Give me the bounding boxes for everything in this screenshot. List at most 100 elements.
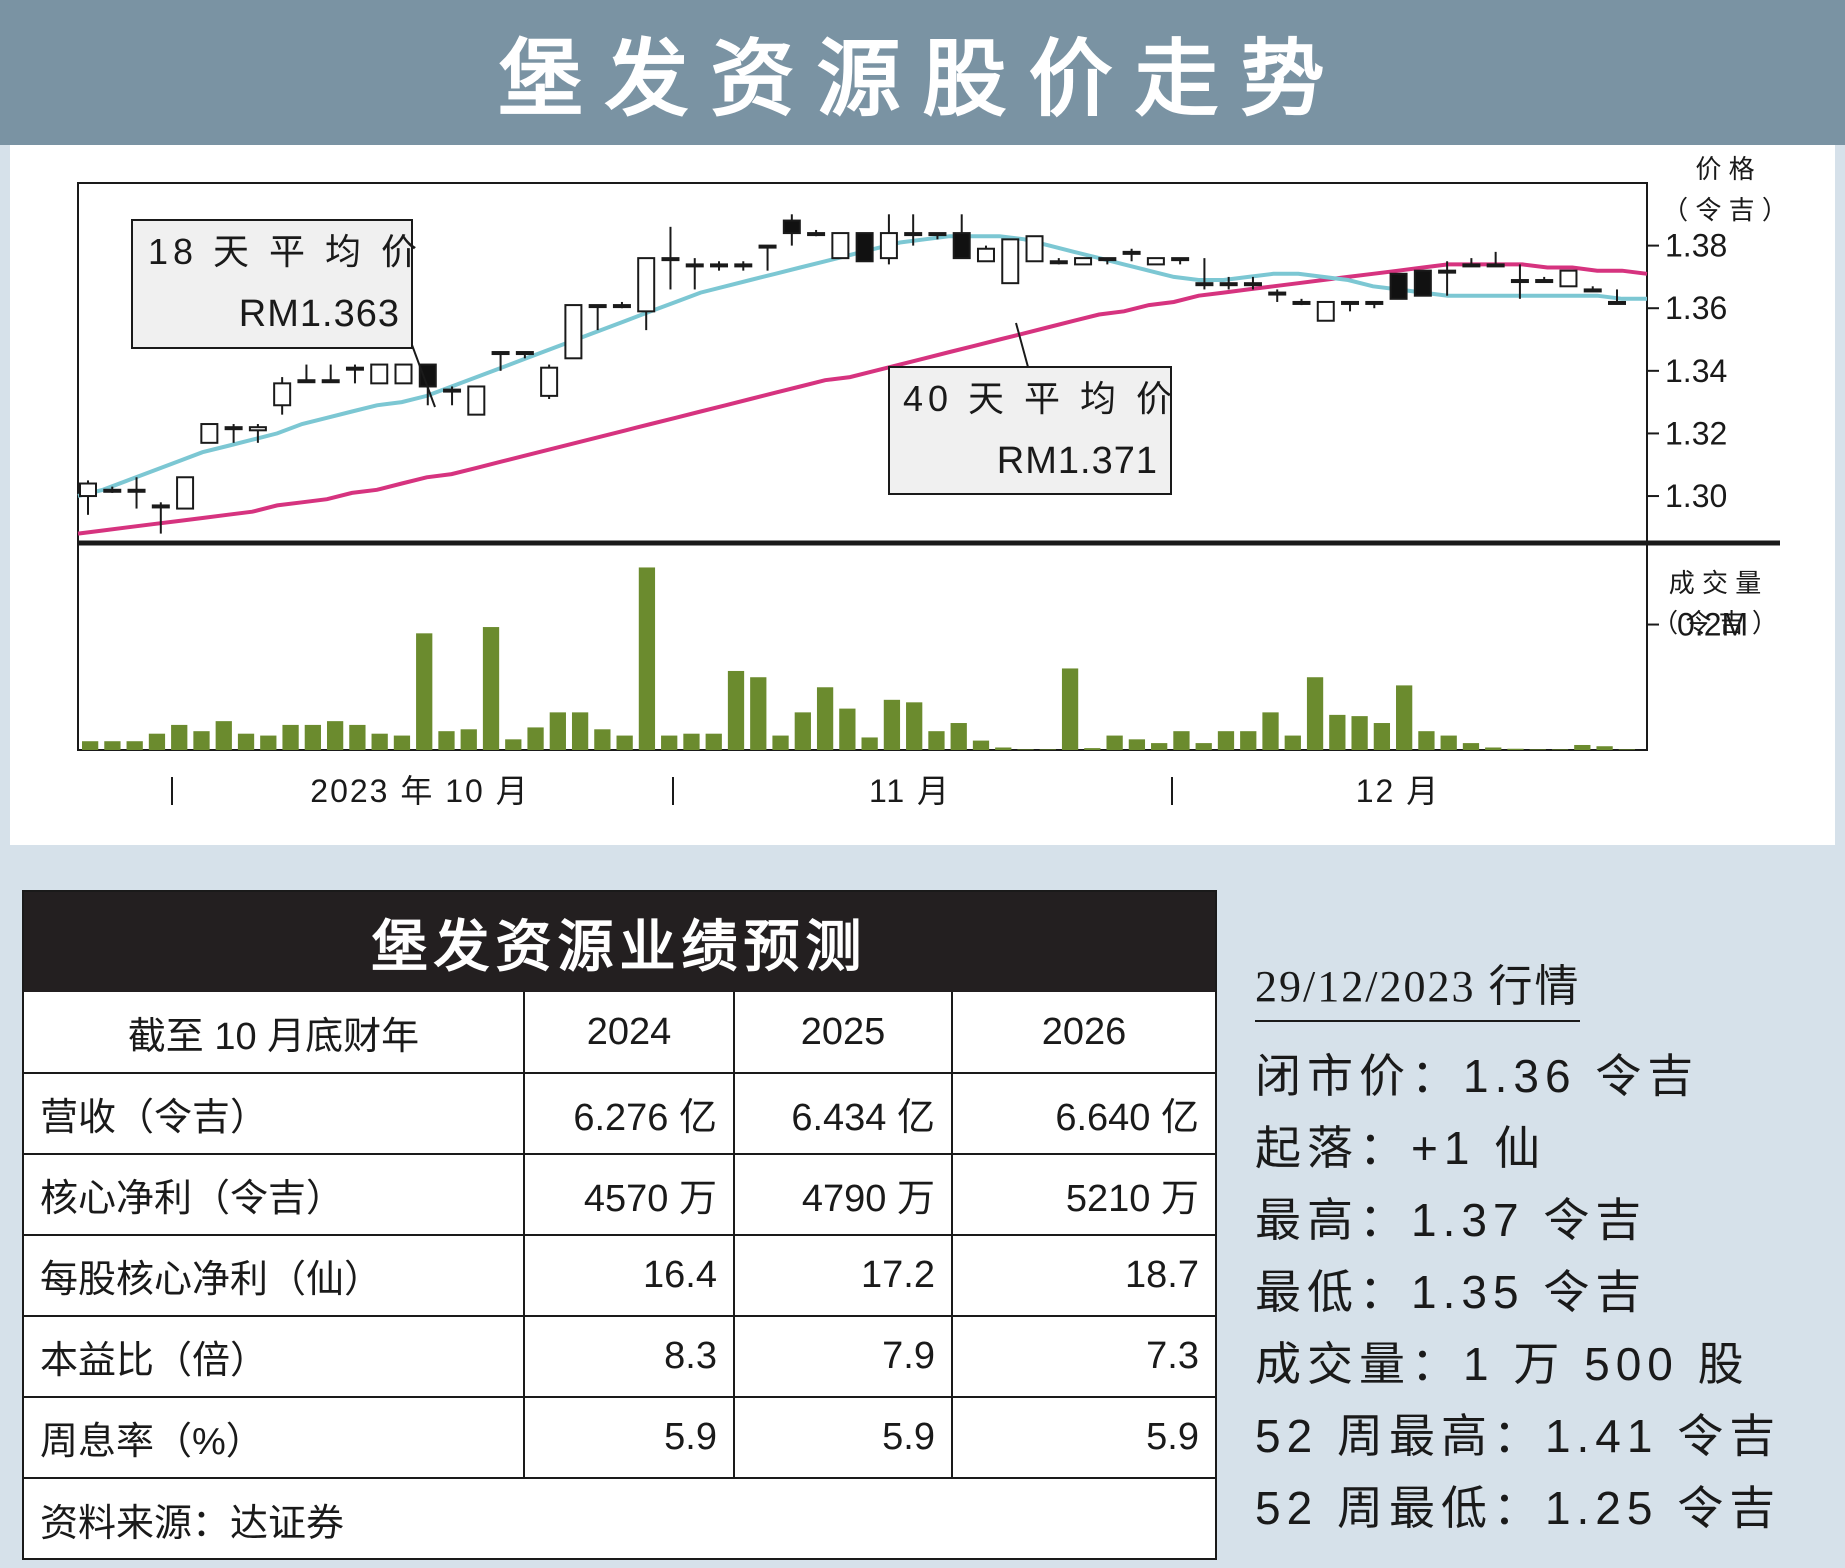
volume-bar [349,724,366,750]
candle-body [1146,257,1165,266]
column-header: 截至 10 月底财年 [24,992,525,1074]
candle-body [1171,257,1190,262]
volume-bar [616,735,633,750]
volume-bar [1262,712,1279,750]
candle-body [103,488,122,493]
volume-bar [393,735,411,750]
forecast-table-panel: 堡发资源业绩预测 截至 10 月底财年 2024 2025 2026 营收（令吉… [22,890,1217,1560]
row-label: 本益比（倍） [24,1315,525,1398]
table-cell: 4570 万 [523,1153,735,1236]
candle-body [1098,257,1117,262]
candle-body [297,379,316,384]
volume-bar [482,627,500,750]
volume-bar [861,737,878,750]
candle-body [807,232,826,237]
candle-body [1413,269,1432,297]
volume-bar [594,729,611,750]
table-cell: 7.9 [733,1315,953,1398]
candle-body [782,219,801,235]
volume-bar [260,735,277,750]
volume-bar [928,731,945,750]
ma40-value: RM1.371 [997,440,1158,482]
table-cell: 18.7 [951,1234,1215,1317]
candle-body [1219,282,1238,287]
table-cell: 5.9 [523,1396,735,1479]
quote-item: 最低：1.35 令吉 [1255,1266,1648,1318]
ma18-value: RM1.363 [239,293,400,335]
forecast-title: 堡发资源业绩预测 [24,892,1215,992]
ma40-callout [888,366,1172,495]
candle-body [1122,250,1141,255]
volume-bar [683,733,700,750]
price-axis-label: 价 格 [1695,154,1754,184]
price-tick-label: 1.38 [1665,228,1727,264]
volume-bar [148,733,166,750]
candle-body [1365,300,1384,305]
candle-body [1074,257,1093,266]
volume-bar [1418,731,1435,750]
volume-bar [1574,744,1591,750]
source-note: 资料来源：达证券 [24,1477,1215,1559]
month-label: 2023 年 10 月 [310,773,529,809]
row-label: 核心净利（令吉） [24,1153,525,1236]
candle-body [370,363,389,385]
candle-body [345,366,364,371]
volume-bar [906,702,923,750]
ma40-line [77,262,1648,536]
volume-bar [1306,677,1324,750]
table-cell: 5.9 [951,1396,1215,1479]
volume-axis-label: 成 交 量 [1669,568,1761,598]
candle-body [1510,279,1529,284]
volume-bar [750,677,767,750]
volume-bar [950,723,967,750]
candle-body [588,304,607,309]
candle-body [1268,291,1287,296]
table-header-row: 截至 10 月底财年 2024 2025 2026 [24,992,1215,1074]
candle-body [637,257,656,313]
volume-bar [171,724,188,750]
volume-bar [104,741,121,750]
volume-bar [126,741,143,750]
volume-bar [972,740,990,750]
candle-body [1049,260,1068,265]
volume-bar [1551,749,1569,750]
table-row: 营收（令吉） 6.276 亿 6.434 亿 6.640 亿 [24,1072,1215,1155]
price-tick-label: 1.30 [1665,478,1727,514]
candle-body [685,263,704,268]
quote-item: 成交量：1 万 500 股 [1255,1338,1750,1390]
quote-list: 闭市价：1.36 令吉 起落：+1 仙 最高：1.37 令吉 最低：1.35 令… [1255,1040,1825,1544]
candle-body [879,232,898,260]
quote-item: 起落：+1 仙 [1255,1122,1547,1174]
page-title: 堡发资源股价走势 [498,30,1347,128]
candle-body [1535,279,1554,284]
volume-bar [1217,731,1235,750]
volume-bar [371,733,388,750]
volume-bar [237,733,255,750]
volume-bar [1106,735,1123,750]
stock-chart: 1.381.361.341.321.30价 格（ 令 吉 ）0.2M成 交 量（… [77,154,1788,809]
volume-bar [82,741,99,750]
volume-bar [1485,747,1502,750]
volume-bar [215,721,232,750]
table-cell: 7.3 [951,1315,1215,1398]
volume-bar [326,721,344,750]
candle-body [321,379,340,384]
volume-bar [1618,749,1635,750]
candle-body [467,385,486,416]
volume-bar [1596,746,1613,750]
candle-body [734,263,753,268]
volume-bar [1351,716,1368,750]
price-tick-label: 1.32 [1665,415,1727,451]
table-cell: 6.276 亿 [523,1072,735,1155]
candle-body [443,388,462,393]
volume-bar [1284,735,1301,750]
column-header: 2025 [733,992,953,1074]
volume-bar [839,708,856,750]
table-cell: 6.640 亿 [951,1072,1215,1155]
price-axis-unit: （ 令 吉 ） [1662,195,1788,225]
volume-bar [438,731,455,750]
candle-body [1462,263,1481,268]
quote-item: 52 周最低：1.25 令吉 [1255,1482,1782,1534]
table-cell: 4790 万 [733,1153,953,1236]
volume-bar [1440,735,1457,750]
